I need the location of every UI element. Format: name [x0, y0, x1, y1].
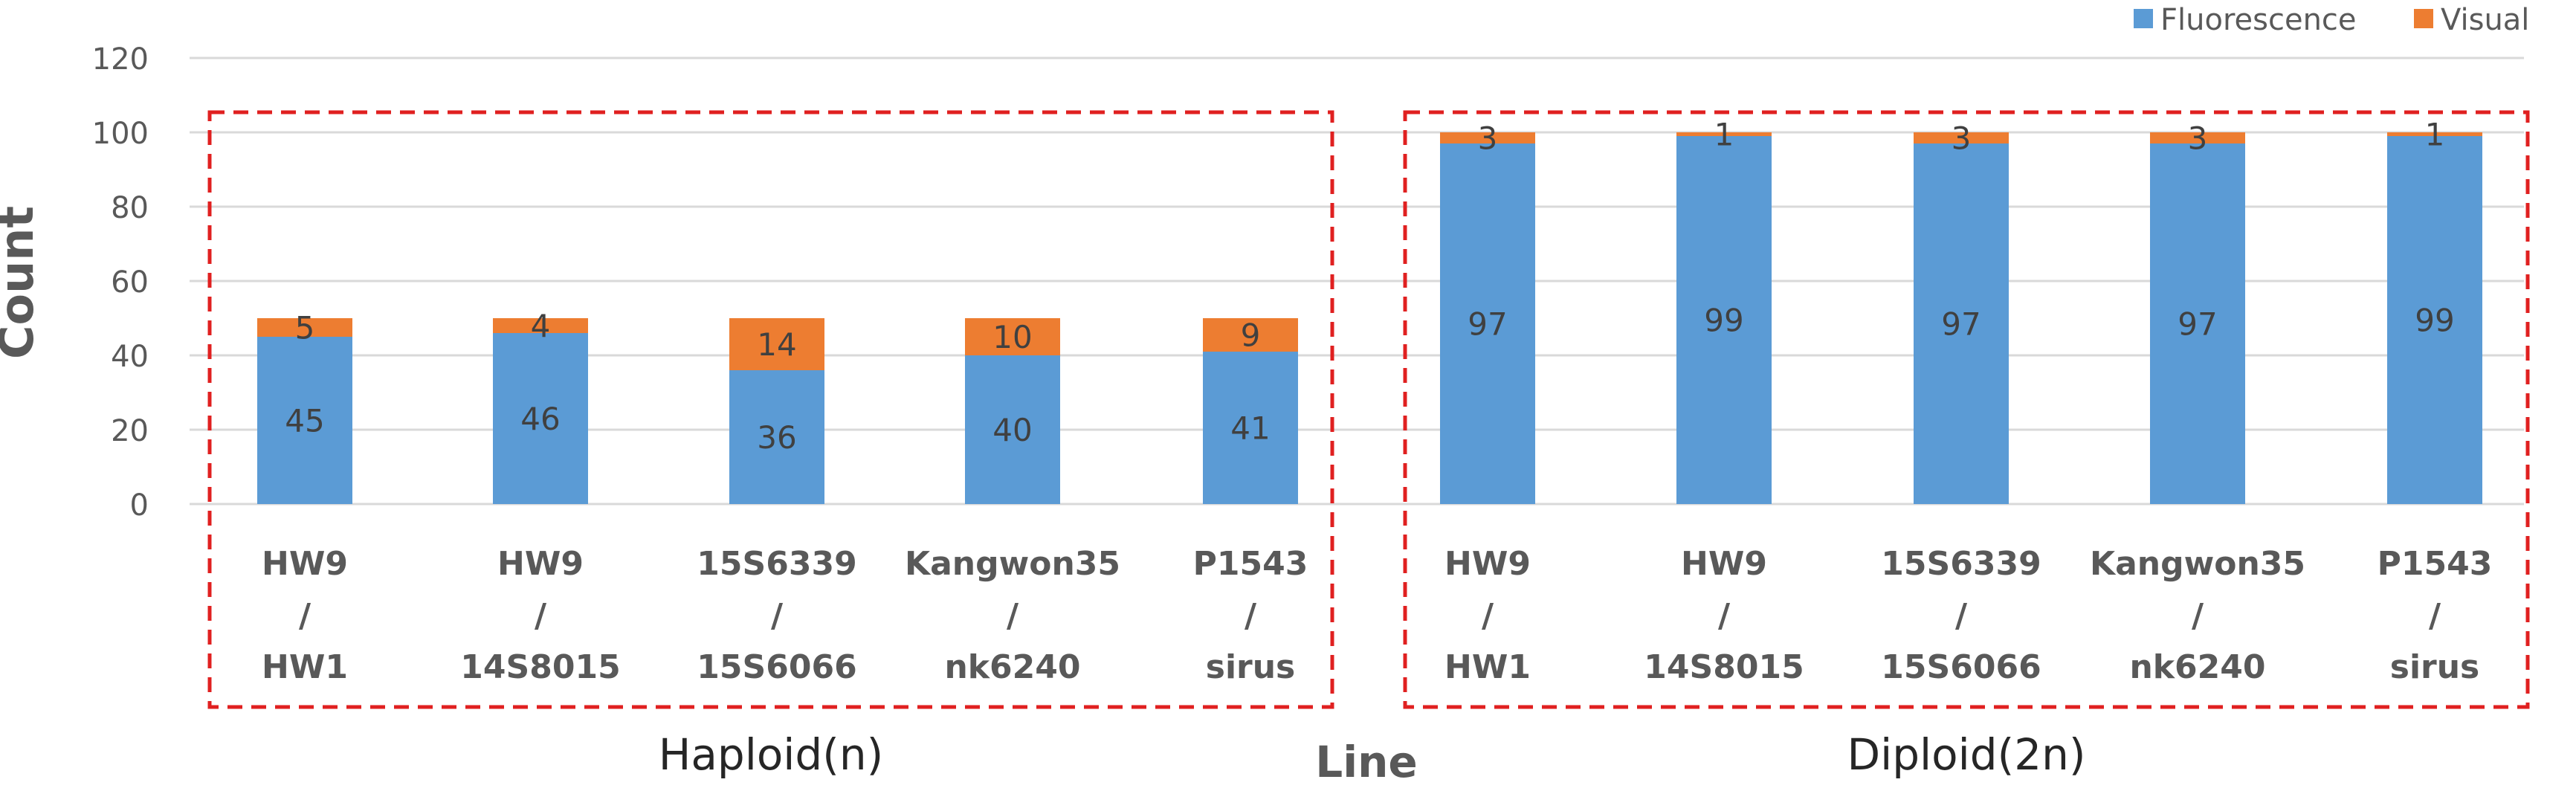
data-label-visual-3: 10 — [992, 319, 1032, 355]
bar-fluorescence-5 — [1440, 143, 1535, 504]
y-axis-title: Count — [0, 206, 44, 359]
data-label-visual-6: 1 — [1714, 117, 1734, 153]
x-tick-label-3-2: nk6240 — [944, 648, 1080, 686]
group-label-1: Diploid(2n) — [1847, 729, 2085, 780]
bar-visual-7 — [1914, 132, 2009, 143]
bar-visual-9 — [2387, 132, 2482, 136]
bar-fluorescence-2 — [729, 370, 824, 504]
data-label-fluorescence-8: 97 — [2178, 306, 2217, 343]
data-label-fluorescence-5: 97 — [1468, 306, 1507, 343]
x-tick-label-8-2: nk6240 — [2129, 648, 2265, 686]
group-box-1 — [1403, 110, 2530, 709]
bar-fluorescence-4 — [1203, 352, 1298, 504]
x-tick-label-5-1: / — [1482, 597, 1494, 635]
x-tick-label-5-0: HW9 — [1444, 545, 1531, 583]
x-tick-label-0-0: HW9 — [262, 545, 348, 583]
x-tick-label-7-0: 15S6339 — [1881, 545, 2041, 583]
y-tick-label-80: 80 — [111, 191, 149, 225]
x-tick-label-6-2: 14S8015 — [1644, 648, 1804, 686]
legend-label-fluorescence: Fluorescence — [2160, 3, 2357, 37]
x-tick-label-2-2: 15S6066 — [697, 648, 856, 686]
bar-fluorescence-8 — [2150, 143, 2245, 504]
bar-visual-1 — [493, 318, 588, 333]
data-label-visual-0: 5 — [295, 310, 315, 346]
y-tick-label-100: 100 — [92, 117, 149, 151]
legend-swatch-fluorescence — [2134, 9, 2153, 28]
bar-visual-8 — [2150, 132, 2245, 143]
x-tick-label-2-1: / — [771, 597, 784, 635]
bar-visual-2 — [729, 318, 824, 370]
group-box-0 — [207, 110, 1334, 709]
bar-fluorescence-1 — [493, 333, 588, 504]
data-label-visual-1: 4 — [531, 308, 551, 344]
x-tick-label-2-0: 15S6339 — [697, 545, 856, 583]
group-label-0: Haploid(n) — [659, 729, 884, 780]
data-label-visual-2: 14 — [757, 326, 796, 363]
y-tick-label-20: 20 — [111, 414, 149, 448]
bar-fluorescence-6 — [1676, 136, 1772, 504]
legend: Fluorescence Visual — [2134, 3, 2529, 37]
group-boxes: Haploid(n) Diploid(2n) — [207, 110, 2530, 780]
x-tick-label-0-2: HW1 — [262, 648, 348, 686]
legend-label-visual: Visual — [2441, 3, 2529, 37]
data-label-fluorescence-4: 41 — [1230, 410, 1270, 447]
x-tick-label-8-1: / — [2192, 597, 2204, 635]
bar-fluorescence-7 — [1914, 143, 2009, 504]
x-tick-label-9-1: / — [2429, 597, 2441, 635]
bar-visual-5 — [1440, 132, 1535, 143]
y-tick-label-40: 40 — [111, 340, 149, 374]
legend-swatch-visual — [2414, 9, 2433, 28]
x-tick-label-8-0: Kangwon35 — [2090, 545, 2305, 583]
data-labels: 45 5 46 4 36 14 40 10 41 9 97 3 99 1 97 3 97 3 99 1 — [285, 117, 2454, 456]
bars — [257, 132, 2482, 504]
data-label-fluorescence-0: 45 — [285, 403, 324, 439]
x-tick-label-9-0: P1543 — [2378, 545, 2493, 583]
data-label-fluorescence-9: 99 — [2415, 303, 2454, 339]
x-tick-label-4-1: / — [1245, 597, 1257, 635]
data-label-visual-9: 1 — [2425, 117, 2445, 153]
x-axis-title: Line — [1315, 737, 1417, 787]
x-tick-label-9-2: sirus — [2390, 648, 2479, 686]
data-label-fluorescence-6: 99 — [1704, 303, 1743, 339]
data-label-visual-4: 9 — [1241, 317, 1261, 354]
data-label-visual-7: 3 — [1952, 120, 1972, 157]
x-tick-label-1-0: HW9 — [497, 545, 584, 583]
x-tick-label-1-1: / — [535, 597, 547, 635]
bar-visual-6 — [1676, 132, 1772, 136]
x-tick-label-7-1: / — [1955, 597, 1968, 635]
x-tick-label-1-2: 14S8015 — [460, 648, 620, 686]
x-tick-label-3-0: Kangwon35 — [905, 545, 1120, 583]
bar-visual-3 — [965, 318, 1060, 355]
x-tick-label-3-1: / — [1007, 597, 1019, 635]
x-tick-label-5-2: HW1 — [1444, 648, 1531, 686]
x-tick-label-7-2: 15S6066 — [1881, 648, 2041, 686]
data-label-fluorescence-3: 40 — [992, 412, 1032, 448]
x-tick-label-4-2: sirus — [1206, 648, 1295, 686]
bar-fluorescence-9 — [2387, 136, 2482, 504]
y-axis-ticks: 0 20 40 60 80 100 120 — [92, 42, 149, 523]
data-label-visual-8: 3 — [2188, 120, 2208, 157]
x-tick-label-6-1: / — [1718, 597, 1731, 635]
y-tick-label-120: 120 — [92, 42, 149, 77]
x-tick-label-0-1: / — [299, 597, 311, 635]
x-axis-ticks: HW9 / HW1 HW9 / 14S8015 15S6339 / 15S6066 Kangwon… — [262, 545, 2492, 686]
data-label-fluorescence-2: 36 — [757, 419, 796, 456]
bar-fluorescence-3 — [965, 355, 1060, 504]
data-label-visual-5: 3 — [1478, 120, 1498, 157]
x-tick-label-4-0: P1543 — [1193, 545, 1308, 583]
bar-fluorescence-0 — [257, 337, 352, 504]
bar-visual-0 — [257, 318, 352, 337]
x-tick-label-6-0: HW9 — [1681, 545, 1767, 583]
data-label-fluorescence-7: 97 — [1941, 306, 1981, 343]
y-tick-label-0: 0 — [130, 488, 149, 523]
y-tick-label-60: 60 — [111, 265, 149, 300]
bar-visual-4 — [1203, 318, 1298, 352]
data-label-fluorescence-1: 46 — [520, 401, 560, 437]
